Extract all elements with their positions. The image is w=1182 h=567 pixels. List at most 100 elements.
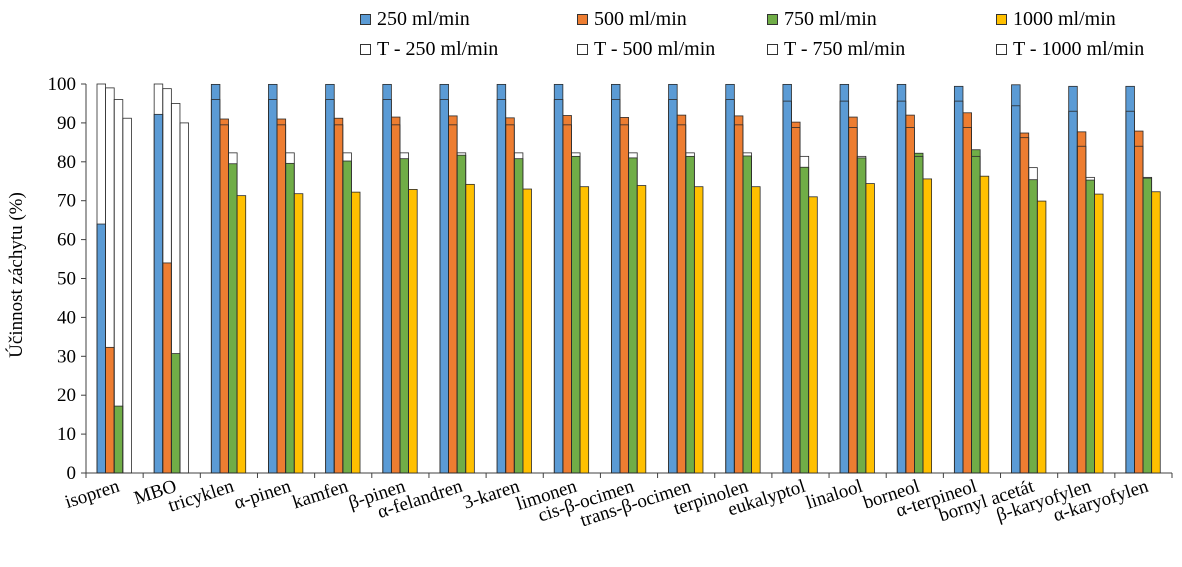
theoretical-bar-t-750-ml-min (456, 152, 467, 474)
legend-item: 250 ml/min (360, 6, 470, 32)
legend-swatch (996, 43, 1007, 55)
bar-500-ml-min (905, 114, 915, 474)
bar-1000-ml-min (1151, 191, 1161, 474)
legend-swatch (360, 13, 371, 25)
y-tick-label: 90 (57, 113, 76, 134)
bar-1000-ml-min (636, 185, 647, 474)
legend-label: 750 ml/min (784, 7, 877, 30)
x-tick-label: tricyklen (166, 476, 237, 517)
theoretical-bar-t-750-ml-min (856, 155, 867, 474)
theoretical-bar-t-750-ml-min (1142, 176, 1153, 474)
bar-750-ml-min (628, 157, 638, 474)
y-tick-label: 30 (57, 346, 76, 367)
theoretical-bar-t-750-ml-min (399, 152, 409, 474)
legend-swatch (767, 13, 778, 25)
bar-250-ml-min (439, 83, 449, 474)
bar-250-ml-min (268, 83, 278, 474)
bar-250-ml-min (210, 83, 221, 474)
y-axis-title: Účinnost záchytu (%) (5, 192, 27, 358)
theoretical-bar-t-750-ml-min (285, 152, 295, 474)
legend-label: T - 750 ml/min (784, 37, 906, 60)
theoretical-bar-t-750-ml-min (228, 152, 238, 474)
y-tick-label: 10 (57, 424, 76, 445)
bar-250-ml-min (325, 83, 335, 474)
bar-1000-ml-min (293, 193, 304, 474)
x-tick-labels: isopren MBOtricyklenα-pinenkamfenβ-pinenα… (62, 476, 1151, 532)
bar-750-ml-min (1142, 177, 1153, 474)
bar-750-ml-min (342, 160, 352, 474)
bar-1000-ml-min (408, 189, 418, 474)
legend-label: 250 ml/min (377, 7, 470, 30)
bar-750-ml-min (742, 155, 752, 474)
y-tick-label: 80 (57, 152, 76, 173)
bar-750-ml-min (228, 163, 238, 474)
bar-500-ml-min (562, 115, 572, 474)
bar-500-ml-min (333, 117, 344, 474)
bar-750-ml-min (285, 162, 295, 474)
bar-250-ml-min (153, 113, 164, 474)
bar-750-ml-min (1028, 179, 1038, 474)
bar-750-ml-min (1085, 179, 1095, 474)
bar-250-ml-min (611, 83, 621, 474)
theoretical-bar-t-750-ml-min (1085, 176, 1095, 474)
legend-swatch (996, 13, 1007, 25)
legend-item: 1000 ml/min (996, 6, 1116, 32)
bar-500-ml-min (505, 117, 515, 474)
legend: 250 ml/min 500 ml/min 750 ml/min 1000 ml/mi… (360, 6, 1182, 66)
bar-1000-ml-min (979, 175, 990, 474)
bar-750-ml-min (399, 158, 409, 474)
bar-1000-ml-min (922, 178, 933, 474)
x-tick-label: α-pinen (231, 476, 294, 514)
theoretical-bar-t-750-ml-min (513, 152, 524, 474)
theoretical-bar-t-1000-ml-min (122, 117, 132, 474)
bar-1000-ml-min (236, 195, 247, 474)
bar-1000-ml-min (579, 186, 590, 474)
bar-500-ml-min (848, 116, 858, 474)
theoretical-bar-t-750-ml-min (628, 152, 638, 474)
bar-1000-ml-min (1036, 200, 1047, 474)
bar-500-ml-min (276, 118, 287, 474)
bar-500-ml-min (1076, 131, 1087, 474)
bar-250-ml-min (96, 223, 107, 474)
bar-500-ml-min (1134, 130, 1144, 474)
x-tick-label: linalool (803, 476, 865, 514)
bar-500-ml-min (962, 112, 972, 474)
bar-250-ml-min (1011, 84, 1021, 474)
theoretical-bar-t-750-ml-min (914, 155, 924, 474)
bar-250-ml-min (725, 83, 735, 474)
bar-750-ml-min (685, 155, 695, 474)
legend-swatch (767, 43, 778, 55)
legend-item: T - 1000 ml/min (996, 36, 1144, 62)
theoretical-bar-t-750-ml-min (685, 152, 695, 474)
bar-250-ml-min (839, 83, 850, 474)
bar-250-ml-min (668, 83, 678, 474)
bar-250-ml-min (553, 83, 564, 474)
bar-500-ml-min (448, 115, 458, 474)
x-tick-label: kamfen (290, 476, 351, 514)
legend-label: T - 500 ml/min (594, 37, 716, 60)
bar-500-ml-min (619, 117, 630, 474)
legend-item: 500 ml/min (577, 6, 687, 32)
theoretical-bar-t-750-ml-min (742, 152, 752, 474)
theoretical-bar-t-750-ml-min (342, 152, 352, 474)
bar-1000-ml-min (693, 186, 704, 474)
theoretical-bar-t-750-ml-min (971, 155, 981, 474)
bar-250-ml-min (782, 83, 792, 474)
bar-750-ml-min (914, 152, 924, 474)
bar-750-ml-min (170, 353, 181, 474)
legend-item: 750 ml/min (767, 6, 877, 32)
bar-500-ml-min (733, 115, 744, 474)
bar-1000-ml-min (1094, 193, 1104, 474)
legend-item: T - 250 ml/min (360, 36, 498, 62)
bar-250-ml-min (896, 83, 907, 474)
y-tick-labels: 0 10 20 30 40 50 60 70 80 90 100 (48, 74, 77, 484)
bar-1000-ml-min (751, 186, 761, 474)
bar-750-ml-min (799, 166, 810, 474)
legend-swatch (360, 43, 371, 55)
bar-750-ml-min (456, 154, 467, 474)
bar-250-ml-min (382, 83, 392, 474)
bar-500-ml-min (219, 118, 229, 474)
bar-750-ml-min (513, 158, 524, 474)
